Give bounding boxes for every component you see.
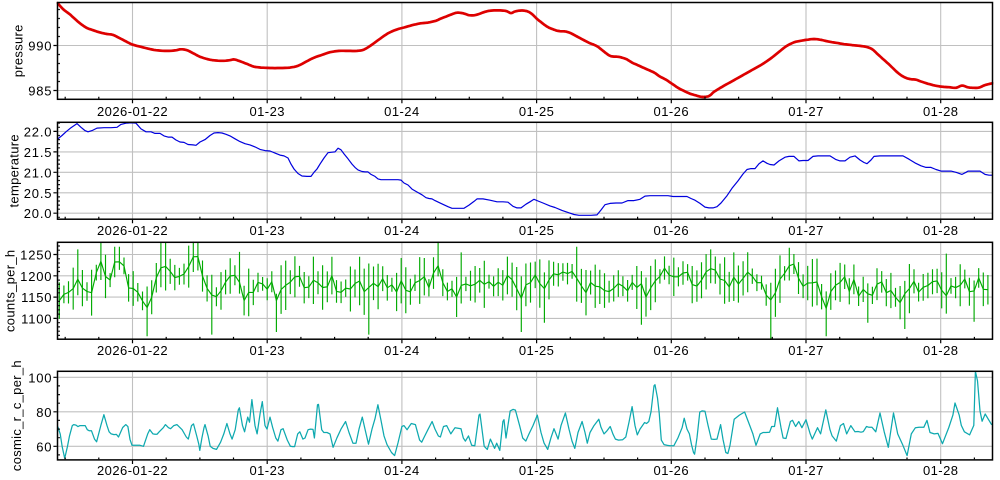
- svg-text:pressure: pressure: [11, 24, 26, 77]
- svg-text:01-24: 01-24: [384, 463, 420, 478]
- svg-text:20.0: 20.0: [24, 206, 53, 221]
- svg-text:1150: 1150: [21, 290, 52, 305]
- svg-text:01-24: 01-24: [384, 104, 420, 119]
- svg-text:01-23: 01-23: [249, 223, 285, 238]
- svg-text:01-25: 01-25: [519, 104, 555, 119]
- svg-text:2026-01-22: 2026-01-22: [97, 463, 168, 478]
- svg-text:2026-01-22: 2026-01-22: [97, 104, 168, 119]
- svg-text:counts_per_h: counts_per_h: [3, 250, 18, 332]
- svg-text:1250: 1250: [20, 248, 52, 263]
- svg-text:21.0: 21.0: [24, 165, 53, 180]
- svg-text:2026-01-22: 2026-01-22: [97, 343, 168, 358]
- svg-text:01-24: 01-24: [384, 223, 420, 238]
- svg-text:01-24: 01-24: [384, 343, 420, 358]
- svg-text:01-27: 01-27: [788, 343, 824, 358]
- svg-text:01-23: 01-23: [249, 343, 285, 358]
- svg-text:80: 80: [36, 405, 52, 420]
- svg-text:01-27: 01-27: [788, 463, 824, 478]
- svg-text:1100: 1100: [21, 311, 52, 326]
- svg-text:2026-01-22: 2026-01-22: [97, 223, 168, 238]
- svg-text:21.5: 21.5: [24, 145, 53, 160]
- svg-text:cosmic_r_c_per_h: cosmic_r_c_per_h: [9, 360, 24, 471]
- svg-text:01-26: 01-26: [654, 463, 690, 478]
- svg-text:01-26: 01-26: [654, 343, 690, 358]
- svg-text:01-27: 01-27: [788, 104, 824, 119]
- svg-text:990: 990: [28, 39, 52, 54]
- svg-text:01-23: 01-23: [249, 104, 285, 119]
- svg-text:22.0: 22.0: [24, 124, 53, 139]
- svg-text:20.5: 20.5: [24, 186, 53, 201]
- svg-text:01-25: 01-25: [519, 223, 555, 238]
- svg-text:temperature: temperature: [7, 134, 22, 207]
- svg-text:01-28: 01-28: [923, 104, 959, 119]
- svg-text:985: 985: [28, 84, 52, 99]
- svg-text:01-26: 01-26: [654, 104, 690, 119]
- svg-text:100: 100: [28, 370, 52, 385]
- svg-text:01-25: 01-25: [519, 343, 555, 358]
- svg-text:01-28: 01-28: [923, 463, 959, 478]
- svg-text:01-23: 01-23: [249, 463, 285, 478]
- svg-text:01-28: 01-28: [923, 343, 959, 358]
- svg-text:01-26: 01-26: [654, 223, 690, 238]
- svg-text:60: 60: [36, 439, 52, 454]
- svg-text:01-25: 01-25: [519, 463, 555, 478]
- svg-text:01-27: 01-27: [788, 223, 824, 238]
- svg-text:1200: 1200: [20, 269, 52, 284]
- svg-text:01-28: 01-28: [923, 223, 959, 238]
